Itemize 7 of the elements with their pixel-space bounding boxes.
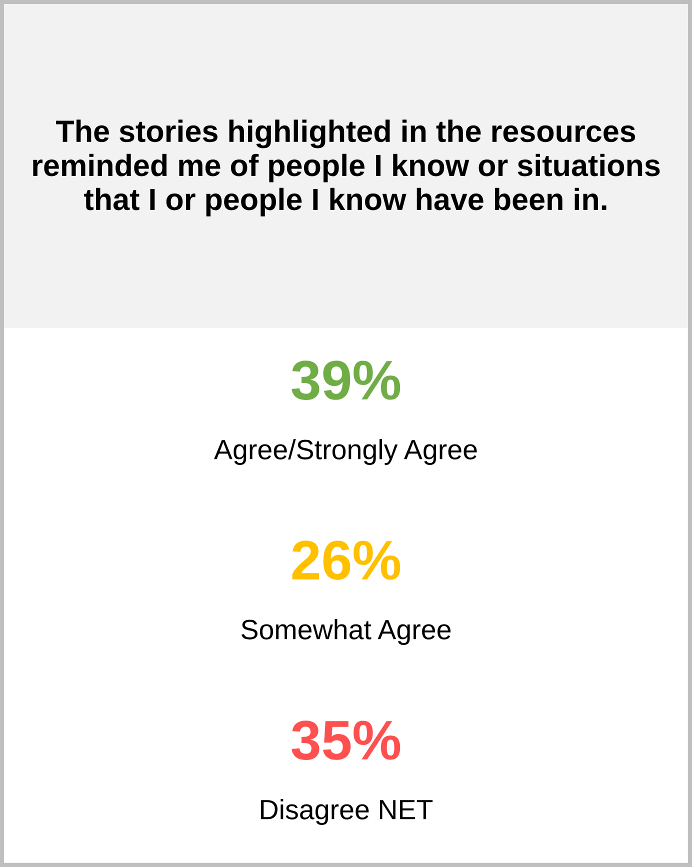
data-label: 26% [292, 540, 400, 580]
category-label: Somewhat Agree [241, 619, 451, 645]
text: The stories highlighted in the resources reminded me of people I know or situations that I or people I know have been in. [33, 120, 660, 216]
data-label: 39% [292, 360, 400, 400]
data-label: 35% [292, 720, 400, 760]
category-label: Agree/Strongly Agree [214, 439, 477, 465]
category-label: Disagree NET [261, 799, 433, 825]
